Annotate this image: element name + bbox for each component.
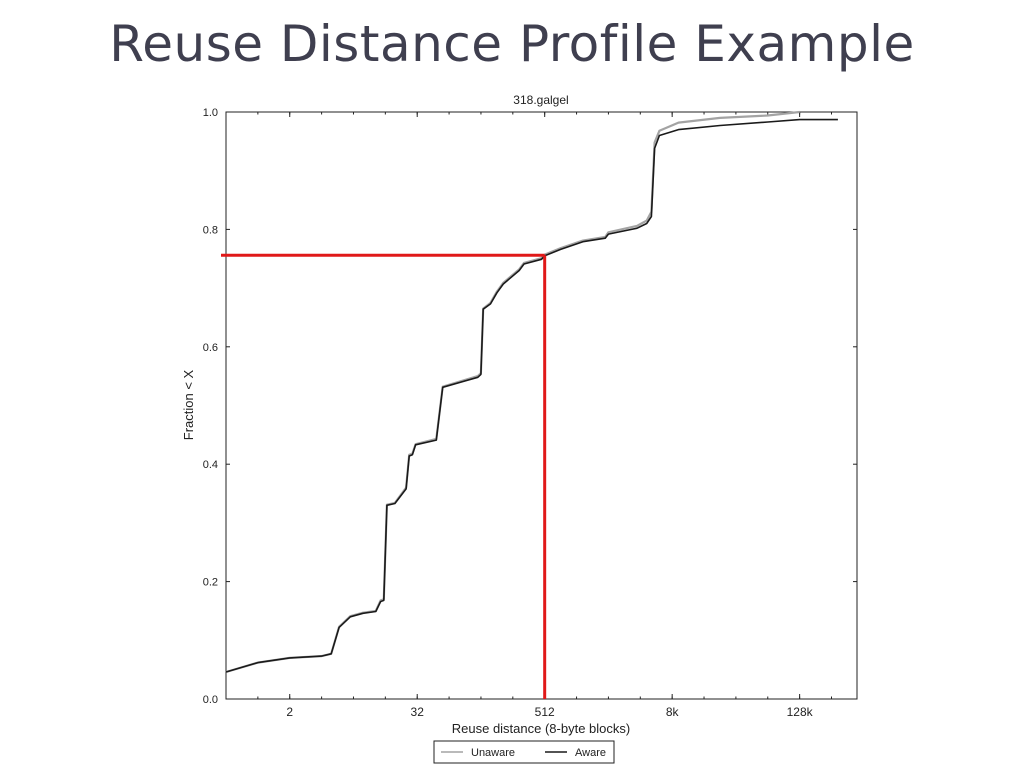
y-tick-label: 0.8 <box>203 224 218 236</box>
y-tick-label: 0.6 <box>203 342 218 354</box>
annotation-layer <box>221 253 547 699</box>
legend-label-unaware: Unaware <box>471 747 515 759</box>
y-tick-label: 0.0 <box>203 694 218 706</box>
y-tick-label: 1.0 <box>203 107 218 119</box>
legend-label-aware: Aware <box>575 747 606 759</box>
series-line-unaware <box>225 110 800 674</box>
x-axis: 2 32 512 8k 128k <box>225 112 833 719</box>
y-axis-label: Fraction < X <box>181 369 196 440</box>
x-axis-label: Reuse distance (8-byte blocks) <box>452 721 630 736</box>
x-tick-label: 32 <box>411 705 425 719</box>
legend: Unaware Aware <box>433 740 615 764</box>
slide-title: Reuse Distance Profile Example <box>109 15 915 73</box>
x-tick-label: 2 <box>286 705 293 719</box>
series-layer <box>225 110 838 674</box>
series-line-aware <box>225 118 838 673</box>
y-axis: 0.0 0.2 0.4 0.6 0.8 1.0 <box>203 107 857 706</box>
y-tick-label: 0.4 <box>203 459 218 471</box>
x-tick-label: 8k <box>666 705 680 719</box>
legend-box <box>433 740 615 764</box>
x-tick-label: 512 <box>535 705 555 719</box>
chart-title: 318.galgel <box>513 93 568 107</box>
y-tick-label: 0.2 <box>203 577 218 589</box>
x-tick-label: 128k <box>787 705 814 719</box>
plot-frame <box>225 111 858 700</box>
